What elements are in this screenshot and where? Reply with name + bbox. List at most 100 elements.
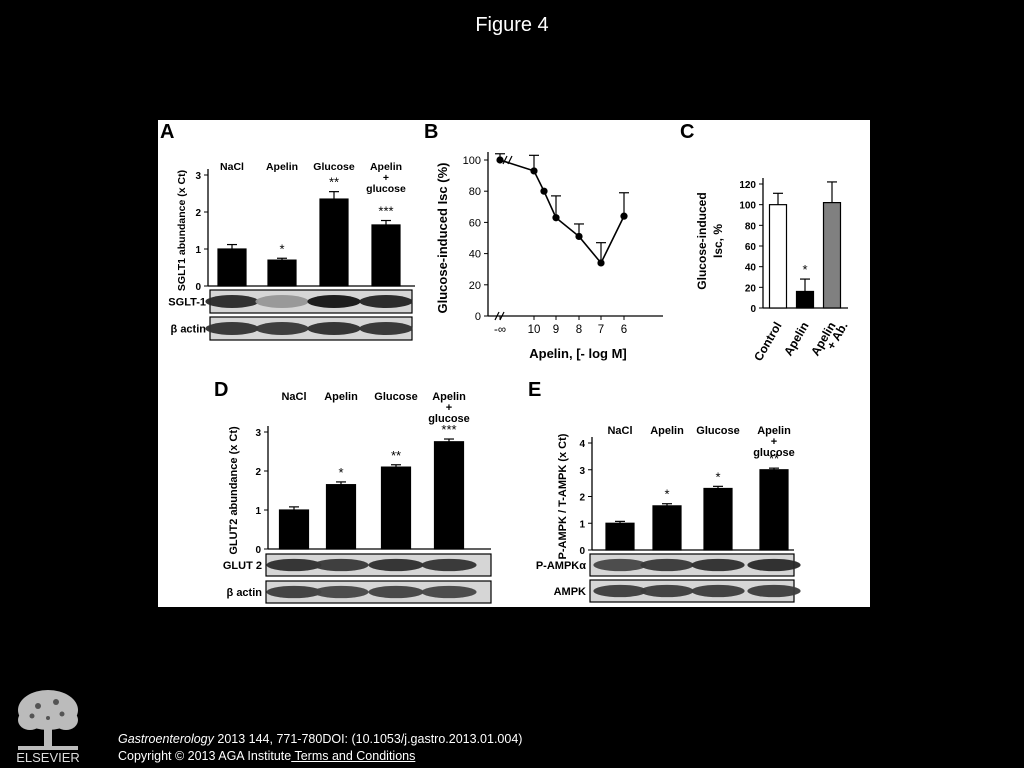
y-tick-label-e: 4	[579, 439, 585, 450]
y-tick-label-c: 40	[745, 263, 757, 274]
panel-letter-d: D	[214, 379, 228, 401]
y-tick-label-c: 0	[750, 304, 756, 315]
y-tick-label-b: 100	[463, 155, 481, 167]
significance-mark-d: *	[338, 465, 343, 480]
citation: Gastroenterology 2013 144, 771-780DOI: (…	[118, 731, 522, 765]
category-label-c: Control	[751, 320, 784, 364]
category-label-e: NaCl	[607, 425, 632, 437]
y-axis-title-b: Glucose-induced Isc (%)	[435, 163, 450, 314]
bar-a	[371, 224, 401, 287]
significance-mark-a: **	[329, 175, 339, 190]
journal-name: Gastroenterology	[118, 732, 214, 746]
blot-band-a	[359, 295, 413, 308]
data-point-b	[620, 212, 628, 220]
y-tick-label-a: 1	[195, 245, 201, 256]
category-label-a: +	[383, 172, 389, 184]
category-label-d: Glucose	[374, 391, 417, 403]
significance-mark-e: **	[769, 451, 779, 466]
x-tick-label-b: 8	[576, 324, 582, 336]
category-label-d: +	[446, 402, 452, 414]
blot-band-e	[691, 584, 745, 598]
citation-ref: 2013 144, 771-780DOI: (10.1053/j.gastro.…	[213, 732, 523, 746]
category-label-e: Apelin	[650, 425, 684, 437]
copyright-line: Copyright © 2013 AGA Institute Terms and…	[118, 748, 522, 765]
significance-mark-d: ***	[441, 422, 456, 437]
category-label-e: Apelin	[757, 425, 791, 437]
data-point-b	[597, 259, 605, 267]
category-label-e: Glucose	[696, 425, 739, 437]
bar-e	[759, 469, 789, 551]
x-axis-title-b: Apelin, [- log M]	[529, 346, 626, 361]
bar-d	[325, 484, 357, 550]
y-tick-label-c: 120	[739, 180, 756, 191]
terms-link[interactable]: Terms and Conditions	[291, 749, 416, 763]
panel-letter-a: A	[160, 121, 174, 143]
blot-band-e	[691, 558, 745, 572]
axis-break-x	[494, 311, 505, 321]
blot-label-e: AMPK	[554, 586, 586, 598]
blot-label-a: SGLT-1	[168, 297, 206, 309]
bar-c	[768, 204, 788, 309]
y-tick-label-a: 2	[195, 208, 201, 219]
blot-band-e	[593, 558, 647, 572]
y-tick-label-e: 0	[579, 546, 585, 557]
blot-band-d	[421, 585, 477, 599]
x-tick-label-b: 9	[553, 324, 559, 336]
data-point-b	[496, 156, 504, 164]
blot-band-a	[205, 322, 259, 335]
significance-mark-a: *	[279, 241, 284, 256]
category-label-d: NaCl	[281, 391, 306, 403]
blot-band-d	[266, 558, 322, 572]
y-tick-label-d: 2	[255, 467, 261, 478]
y-axis-title-e: P-AMPK / T-AMPK (x Ct)	[557, 433, 569, 559]
y-tick-label-c: 20	[745, 283, 757, 294]
blot-band-e	[640, 584, 694, 598]
bar-a	[267, 259, 297, 287]
blot-band-e	[747, 584, 801, 598]
y-tick-label-c: 80	[745, 221, 757, 232]
copyright-text: Copyright © 2013 AGA Institute	[118, 749, 292, 763]
y-tick-label-d: 3	[255, 428, 261, 439]
category-label-a: Apelin	[266, 161, 298, 173]
category-label-e: glucose	[753, 447, 795, 459]
significance-mark-e: *	[664, 487, 669, 502]
panel-letter-e: E	[528, 379, 541, 401]
category-label-e: +	[771, 436, 777, 448]
panel-letter-b: B	[424, 121, 438, 143]
blot-label-d: β actin	[227, 587, 263, 599]
significance-mark-d: **	[391, 448, 401, 463]
x-tick-label-b: 7	[598, 324, 604, 336]
category-label-a: glucose	[366, 183, 406, 195]
y-axis-title-c: Glucose-induced	[695, 192, 709, 289]
blot-band-d	[368, 558, 424, 572]
significance-mark-a: ***	[378, 204, 393, 219]
data-point-b	[575, 232, 583, 241]
bar-d	[380, 466, 412, 550]
x-tick-label-b: 10	[528, 324, 541, 336]
data-point-b	[530, 167, 538, 175]
figure-panel: A 0 1 2 3 SGLT1 abundance (x Ct) * ** *** NaCl Ape…	[158, 120, 870, 607]
y-axis-title-a: SGLT1 abundance (x Ct)	[176, 170, 188, 291]
category-label-a: Glucose	[313, 161, 355, 173]
y-tick-label-e: 1	[579, 519, 585, 530]
category-label-d: Apelin	[324, 391, 358, 403]
elsevier-logo: ELSEVIER	[10, 684, 86, 764]
blot-band-d	[313, 585, 369, 599]
y-tick-label-a: 0	[195, 282, 201, 293]
blot-label-a: β actin	[171, 324, 207, 336]
logo-text: ELSEVIER	[16, 750, 80, 764]
x-tick-label-b: 6	[621, 324, 627, 336]
data-point-b	[540, 187, 548, 195]
y-tick-label-c: 60	[745, 242, 757, 253]
x-tick-label-b: -∞	[494, 324, 506, 336]
blot-label-e: P-AMPKα	[536, 560, 586, 572]
y-tick-label-b: 60	[469, 217, 481, 229]
y-tick-label-b: 40	[469, 249, 481, 261]
bar-c	[822, 201, 842, 309]
y-tick-label-b: 20	[469, 280, 481, 292]
y-axis-title-c: Isc, %	[711, 224, 725, 258]
data-point-b	[552, 214, 560, 222]
y-tick-label-d: 0	[255, 545, 261, 556]
blot-band-d	[313, 558, 369, 572]
y-tick-label-e: 3	[579, 466, 585, 477]
